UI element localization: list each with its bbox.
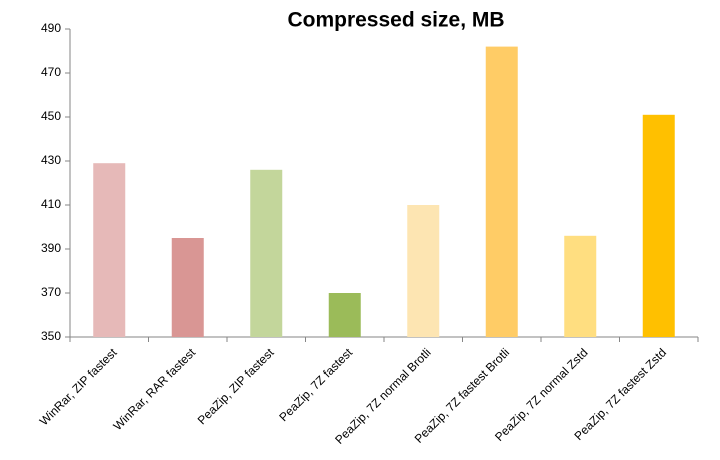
y-tick-label: 370: [41, 285, 61, 299]
x-tick-label: PeaZip, 7Z fastest Zstd: [571, 345, 669, 443]
bar: [171, 238, 204, 337]
bar: [328, 293, 361, 337]
y-tick-label: 450: [41, 109, 61, 123]
bar: [407, 205, 440, 337]
y-tick-label: 470: [41, 65, 61, 79]
x-tick-label: WinRar, ZIP fastest: [37, 345, 120, 428]
y-tick-label: 350: [41, 329, 61, 343]
y-tick-label: 490: [41, 21, 61, 35]
x-tick-label: PeaZip, ZIP fastest: [195, 345, 277, 427]
bar: [93, 163, 126, 337]
bar: [642, 114, 675, 337]
bar: [485, 46, 518, 337]
y-tick-label: 410: [41, 197, 61, 211]
bar: [564, 235, 597, 337]
x-tick-label: WinRar, RAR fastest: [110, 345, 198, 433]
y-tick-label: 430: [41, 153, 61, 167]
bar: [250, 169, 283, 337]
chart-title: Compressed size, MB: [287, 9, 504, 32]
y-tick-label: 390: [41, 241, 61, 255]
x-tick-label: PeaZip, 7Z fastest: [276, 345, 355, 424]
